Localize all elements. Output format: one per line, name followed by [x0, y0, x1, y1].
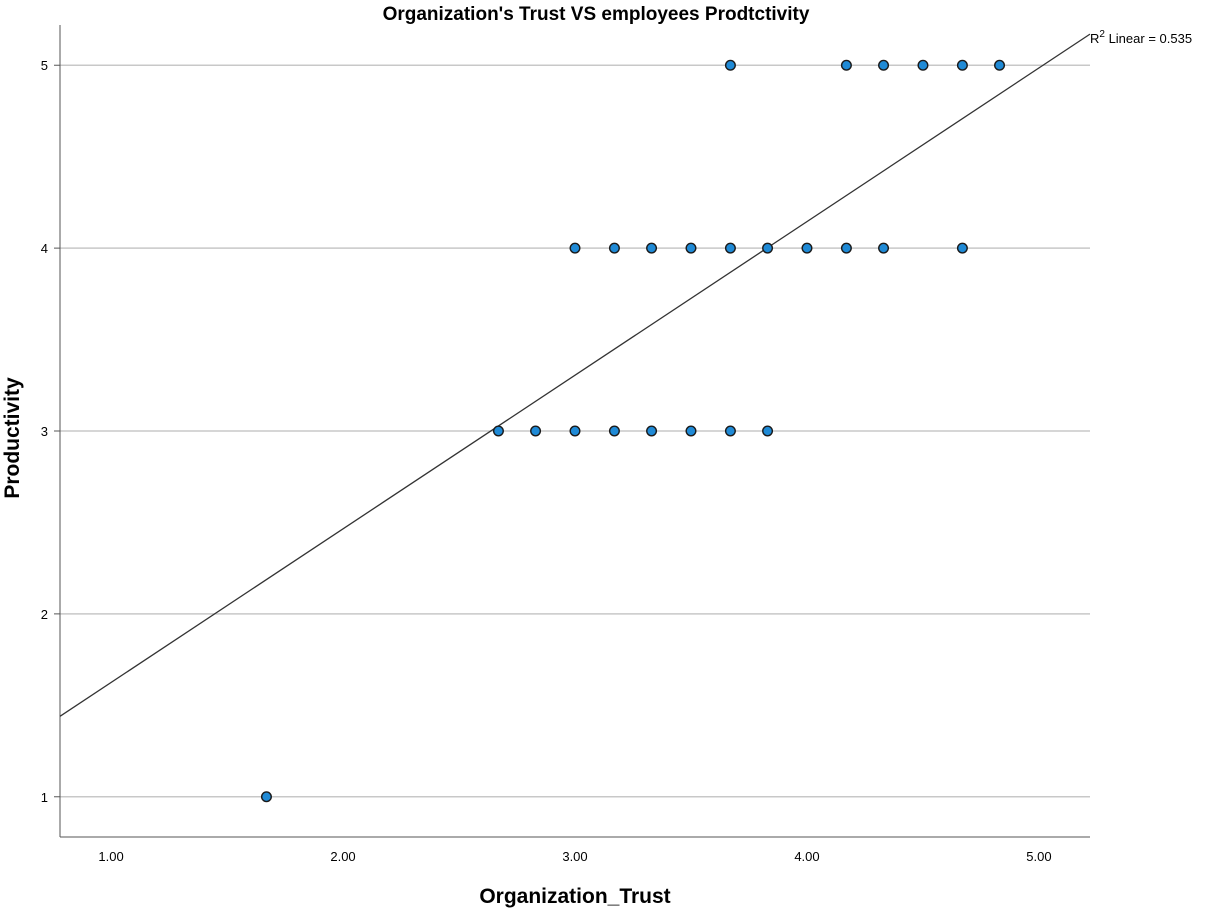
data-point — [840, 242, 852, 254]
data-points — [260, 59, 1006, 803]
data-point — [646, 425, 658, 437]
data-point — [646, 242, 658, 254]
data-point — [878, 59, 890, 71]
y-tick-label: 5 — [41, 58, 48, 73]
data-point — [840, 59, 852, 71]
y-tick-labels: 1 2 3 4 5 — [41, 58, 60, 805]
y-axis-title: Productivity — [1, 377, 24, 499]
data-point — [994, 59, 1006, 71]
data-point — [608, 242, 620, 254]
data-point — [685, 242, 697, 254]
x-tick-label: 1.00 — [98, 849, 123, 864]
data-point — [569, 425, 581, 437]
fit-label-superscript: 2 — [1099, 29, 1105, 40]
data-point — [917, 59, 929, 71]
y-tick-label: 4 — [41, 241, 48, 256]
data-point — [878, 242, 890, 254]
x-tick-label: 2.00 — [330, 849, 355, 864]
chart-title: Organization's Trust VS employees Prodtc… — [383, 4, 810, 25]
data-point — [724, 425, 736, 437]
data-point — [762, 242, 774, 254]
fit-line-label: R2 Linear = 0.535 — [1090, 29, 1192, 46]
y-tick-label: 1 — [41, 790, 48, 805]
data-point — [685, 425, 697, 437]
y-tick-label: 2 — [41, 607, 48, 622]
y-tick-label: 3 — [41, 424, 48, 439]
x-tick-label: 4.00 — [794, 849, 819, 864]
data-point — [492, 425, 504, 437]
data-point — [724, 242, 736, 254]
data-point — [724, 59, 736, 71]
fit-label-prefix: R — [1090, 31, 1099, 46]
data-point — [569, 242, 581, 254]
x-tick-label: 5.00 — [1026, 849, 1051, 864]
x-tick-label: 3.00 — [562, 849, 587, 864]
data-point — [801, 242, 813, 254]
data-point — [956, 242, 968, 254]
x-axis-title: Organization_Trust — [479, 885, 670, 908]
data-point — [530, 425, 542, 437]
x-tick-labels: 1.00 2.00 3.00 4.00 5.00 — [98, 849, 1051, 864]
data-point — [956, 59, 968, 71]
fit-line — [59, 33, 1091, 717]
data-point — [608, 425, 620, 437]
data-point — [762, 425, 774, 437]
data-point — [260, 791, 272, 803]
fit-label-rest: Linear = 0.535 — [1105, 31, 1192, 46]
